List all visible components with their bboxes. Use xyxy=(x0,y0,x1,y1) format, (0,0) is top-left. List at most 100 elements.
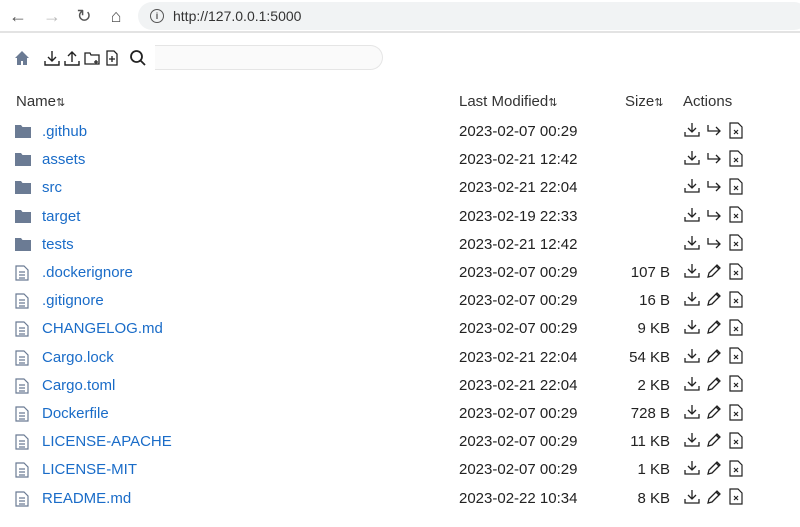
delete-icon[interactable] xyxy=(727,149,745,167)
file-name-link[interactable]: README.md xyxy=(42,489,132,507)
delete-icon[interactable] xyxy=(727,347,745,365)
upload-icon[interactable] xyxy=(62,47,82,69)
file-size: 107 B xyxy=(630,264,670,281)
edit-icon[interactable] xyxy=(705,347,723,365)
new-file-icon[interactable] xyxy=(102,47,122,69)
reload-icon[interactable]: ↻ xyxy=(76,5,92,26)
edit-icon[interactable] xyxy=(705,403,723,421)
download-icon[interactable] xyxy=(683,262,701,280)
delete-icon[interactable] xyxy=(727,403,745,421)
new-folder-icon[interactable] xyxy=(82,47,102,69)
table-row: LICENSE-APACHE 2023-02-07 00:29 11 KB xyxy=(0,427,800,455)
file-name-link[interactable]: .gitignore xyxy=(42,292,104,310)
file-size: 8 KB xyxy=(637,489,670,507)
info-icon[interactable]: i xyxy=(150,9,164,23)
modified-date: 2023-02-07 00:29 xyxy=(459,264,578,281)
sort-icon[interactable]: ⇅ xyxy=(654,97,664,109)
file-name-link[interactable]: Cargo.toml xyxy=(42,376,116,394)
move-icon[interactable] xyxy=(705,206,723,224)
search-input[interactable] xyxy=(155,45,383,70)
table-row: README.md 2023-02-22 10:34 8 KB xyxy=(0,484,800,512)
delete-icon[interactable] xyxy=(727,234,745,252)
download-icon[interactable] xyxy=(683,234,701,252)
home-icon[interactable] xyxy=(12,47,32,69)
download-icon[interactable] xyxy=(683,290,701,308)
home-browser-icon[interactable]: ⌂ xyxy=(110,5,122,26)
file-icon xyxy=(15,490,29,511)
sort-icon[interactable]: ⇅ xyxy=(56,97,66,109)
delete-icon[interactable] xyxy=(727,431,745,449)
sort-icon[interactable]: ⇅ xyxy=(548,97,558,109)
download-icon[interactable] xyxy=(683,459,701,477)
file-name-link[interactable]: Dockerfile xyxy=(42,405,109,422)
move-icon[interactable] xyxy=(705,121,723,139)
column-header-size[interactable]: Size⇅ xyxy=(625,93,663,110)
file-name-link[interactable]: LICENSE-APACHE xyxy=(42,433,172,451)
file-name-link[interactable]: LICENSE-MIT xyxy=(42,461,138,479)
column-name-label: Name xyxy=(16,93,57,110)
row-actions xyxy=(683,375,745,393)
delete-icon[interactable] xyxy=(727,459,745,477)
download-icon[interactable] xyxy=(42,47,62,69)
delete-icon[interactable] xyxy=(727,177,745,195)
download-icon[interactable] xyxy=(683,403,701,421)
edit-icon[interactable] xyxy=(705,488,723,506)
table-row: LICENSE-MIT 2023-02-07 00:29 1 KB xyxy=(0,455,800,483)
table-row: src 2023-02-21 22:04 xyxy=(0,173,800,201)
download-icon[interactable] xyxy=(683,121,701,139)
download-icon[interactable] xyxy=(683,149,701,167)
column-size-label: Size xyxy=(625,93,655,110)
move-icon[interactable] xyxy=(705,234,723,252)
address-bar[interactable]: i http://127.0.0.1:5000 xyxy=(138,2,800,30)
download-icon[interactable] xyxy=(683,347,701,365)
delete-icon[interactable] xyxy=(727,262,745,280)
delete-icon[interactable] xyxy=(727,290,745,308)
file-name-link[interactable]: assets xyxy=(42,151,86,169)
delete-icon[interactable] xyxy=(727,318,745,336)
file-icon xyxy=(15,265,29,285)
modified-date: 2023-02-22 10:34 xyxy=(459,489,578,507)
modified-date: 2023-02-19 22:33 xyxy=(459,207,578,225)
table-row: tests 2023-02-21 12:42 xyxy=(0,230,800,258)
file-name-link[interactable]: .github xyxy=(42,123,88,140)
file-name-link[interactable]: CHANGELOG.md xyxy=(42,320,163,338)
folder-icon xyxy=(15,152,31,170)
folder-icon xyxy=(15,124,31,142)
delete-icon[interactable] xyxy=(727,488,745,506)
file-name-link[interactable]: target xyxy=(42,207,81,225)
edit-icon[interactable] xyxy=(705,375,723,393)
download-icon[interactable] xyxy=(683,206,701,224)
file-icon xyxy=(15,434,29,454)
edit-icon[interactable] xyxy=(705,459,723,477)
download-icon[interactable] xyxy=(683,177,701,195)
delete-icon[interactable] xyxy=(727,121,745,139)
edit-icon[interactable] xyxy=(705,262,723,280)
file-name-link[interactable]: .dockerignore xyxy=(42,264,133,281)
edit-icon[interactable] xyxy=(705,431,723,449)
edit-icon[interactable] xyxy=(705,318,723,336)
row-actions xyxy=(683,318,745,336)
move-icon[interactable] xyxy=(705,177,723,195)
file-name-link[interactable]: Cargo.lock xyxy=(42,348,114,366)
search-icon[interactable] xyxy=(128,47,148,69)
download-icon[interactable] xyxy=(683,318,701,336)
row-actions xyxy=(683,431,745,449)
download-icon[interactable] xyxy=(683,375,701,393)
column-header-name[interactable]: Name⇅ xyxy=(16,93,65,110)
column-header-modified[interactable]: Last Modified⇅ xyxy=(459,93,557,110)
back-icon[interactable]: ← xyxy=(9,5,27,26)
delete-icon[interactable] xyxy=(727,206,745,224)
move-icon[interactable] xyxy=(705,149,723,167)
delete-icon[interactable] xyxy=(727,375,745,393)
modified-date: 2023-02-21 22:04 xyxy=(459,348,578,366)
file-name-link[interactable]: tests xyxy=(42,235,74,253)
download-icon[interactable] xyxy=(683,488,701,506)
row-actions xyxy=(683,206,745,224)
file-name-link[interactable]: src xyxy=(42,179,62,197)
download-icon[interactable] xyxy=(683,431,701,449)
forward-icon[interactable]: → xyxy=(43,5,61,26)
file-icon xyxy=(15,406,29,426)
modified-date: 2023-02-07 00:29 xyxy=(459,433,578,451)
row-actions xyxy=(683,177,745,195)
edit-icon[interactable] xyxy=(705,290,723,308)
